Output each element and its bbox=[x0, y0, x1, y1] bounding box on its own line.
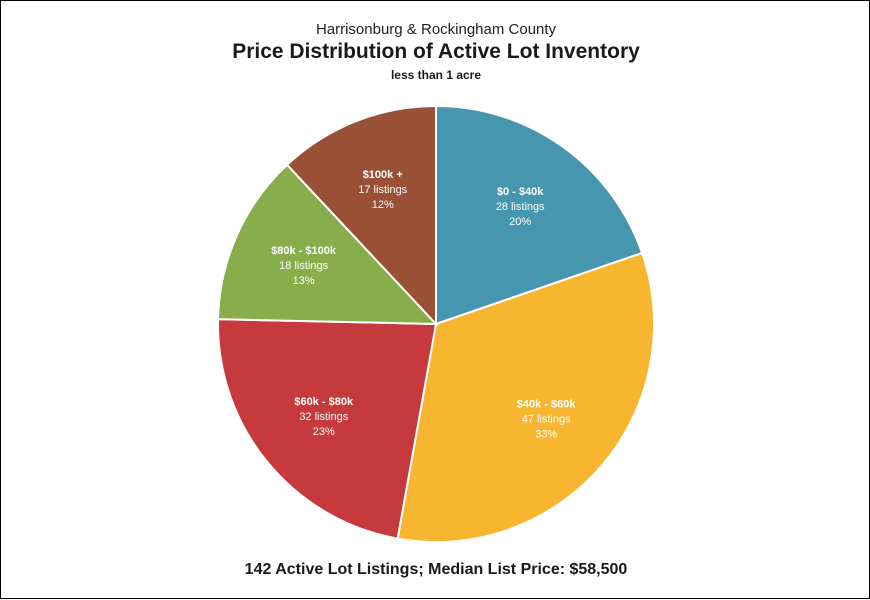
chart-title: Price Distribution of Active Lot Invento… bbox=[232, 40, 640, 63]
slice-listings-label: 47 listings bbox=[522, 413, 571, 425]
slice-label-2: $60k - $80k 32 listings 23% bbox=[294, 396, 354, 438]
slice-percent-label: 20% bbox=[509, 216, 531, 228]
chart-subtitle: less than 1 acre bbox=[390, 68, 482, 82]
slice-label-1: $40k - $60k 47 listings 33% bbox=[517, 398, 577, 440]
slice-percent-label: 33% bbox=[535, 428, 557, 440]
slice-listings-label: 17 listings bbox=[358, 184, 407, 196]
slice-percent-label: 12% bbox=[372, 199, 394, 211]
pie-slice-0 bbox=[435, 104, 644, 326]
slice-category-label: $0 - $40k bbox=[497, 186, 544, 198]
slice-category-label: $60k - $80k bbox=[294, 396, 354, 408]
pie-slice-2 bbox=[217, 318, 438, 540]
slice-listings-label: 28 listings bbox=[496, 201, 545, 213]
slice-category-label: $80k - $100k bbox=[271, 245, 337, 257]
slice-percent-label: 13% bbox=[293, 275, 315, 287]
pie-slice-1 bbox=[396, 251, 655, 543]
slice-label-4: $100k + 17 listings 12% bbox=[358, 169, 407, 211]
slice-category-label: $40k - $60k bbox=[517, 398, 577, 410]
chart-footer: 142 Active Lot Listings; Median List Pri… bbox=[244, 561, 628, 578]
slice-listings-label: 32 listings bbox=[299, 411, 348, 423]
slice-label-3: $80k - $100k 18 listings 13% bbox=[271, 245, 337, 287]
pie-slice-4 bbox=[285, 104, 437, 327]
chart-supertitle: Harrisonburg & Rockingham County bbox=[315, 21, 557, 38]
slice-percent-label: 23% bbox=[313, 426, 335, 438]
pie-slice-3 bbox=[217, 163, 439, 326]
slice-label-0: $0 - $40k 28 listings 20% bbox=[496, 186, 545, 228]
slice-listings-label: 18 listings bbox=[279, 260, 328, 272]
slice-category-label: $100k + bbox=[363, 169, 403, 181]
